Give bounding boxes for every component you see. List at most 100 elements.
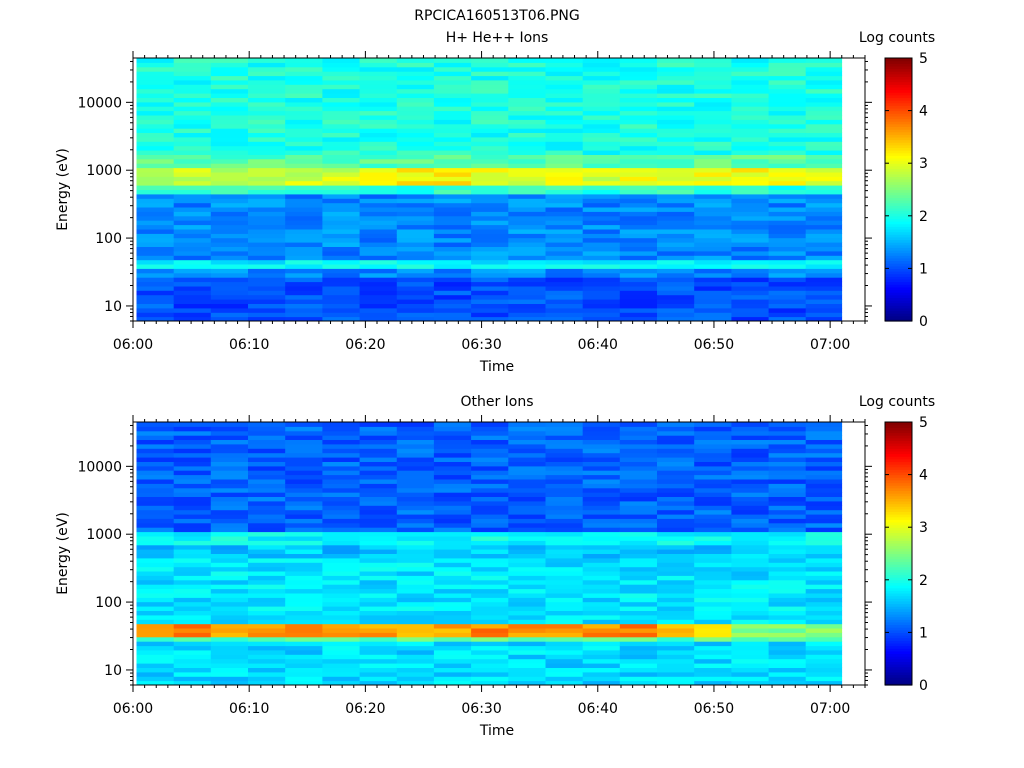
heatmap-cell (136, 483, 175, 489)
heatmap-cell (396, 654, 435, 660)
heatmap-cell (471, 268, 509, 274)
heatmap-cell (136, 579, 175, 585)
heatmap-cell (433, 220, 472, 226)
heatmap-cell (471, 658, 509, 664)
heatmap-cell (433, 426, 472, 432)
heatmap-cell (731, 422, 769, 427)
heatmap-cell (657, 654, 695, 660)
heatmap-cell (248, 531, 286, 537)
heatmap-cell (285, 505, 323, 511)
heatmap-cell (210, 66, 249, 72)
heatmap-cell (285, 97, 323, 103)
heatmap-cell (248, 281, 286, 287)
heatmap-cell (694, 658, 732, 664)
colorbar-segment (885, 318, 912, 322)
heatmap-cell (248, 667, 286, 673)
heatmap-cell (768, 294, 807, 300)
heatmap-cell (619, 62, 658, 68)
heatmap-cell (731, 110, 769, 116)
heatmap-cell (582, 294, 621, 300)
heatmap-cell (285, 233, 323, 239)
heatmap-cell (359, 110, 398, 116)
heatmap-cell (768, 79, 807, 85)
heatmap-cell (285, 610, 323, 616)
heatmap-cell (657, 483, 695, 489)
heatmap-cell (471, 448, 509, 454)
heatmap-cell (136, 645, 175, 651)
heatmap-cell (805, 562, 843, 568)
heatmap-cell (136, 294, 175, 300)
heatmap-cell (433, 601, 472, 607)
heatmap-cell (657, 461, 695, 467)
colorbar-segment (885, 579, 912, 584)
heatmap-cell (582, 75, 621, 81)
heatmap-cell (136, 439, 175, 445)
heatmap-cell (657, 492, 695, 497)
heatmap-cell (396, 422, 435, 427)
heatmap-cell (508, 75, 546, 81)
heatmap-cell (694, 531, 732, 537)
heatmap-cell (471, 185, 509, 190)
colorbar-segment (885, 239, 912, 243)
heatmap-cell (545, 663, 584, 668)
heatmap-cell (619, 316, 658, 322)
heatmap-cell (136, 290, 175, 296)
heatmap-cell (322, 553, 360, 559)
heatmap-cell (731, 246, 769, 252)
heatmap-cell (136, 540, 175, 546)
heatmap-cell (322, 277, 360, 283)
heatmap-cell (731, 220, 769, 226)
heatmap-cell (136, 628, 175, 633)
heatmap-cell (805, 250, 843, 256)
heatmap-cell (805, 145, 843, 151)
colorbar-segment (885, 600, 912, 605)
colorbar-segment (885, 616, 912, 620)
colorbar-segment (885, 656, 912, 660)
heatmap-cell (210, 277, 249, 283)
heatmap-cell (582, 509, 621, 515)
heatmap-cell (619, 654, 658, 660)
heatmap-cell (657, 75, 695, 81)
heatmap-cell (248, 588, 286, 594)
heatmap-cell (805, 185, 843, 190)
heatmap-cell (136, 606, 175, 611)
heatmap-cell (285, 544, 323, 550)
heatmap-cell (248, 636, 286, 642)
heatmap-cell (359, 150, 398, 155)
colorbar-segment (885, 432, 912, 436)
heatmap-cell (359, 435, 398, 440)
heatmap-cell (694, 237, 732, 243)
heatmap-cell (545, 75, 584, 81)
heatmap-cell (545, 540, 584, 546)
heatmap-cell (805, 487, 843, 493)
heatmap-cell (768, 505, 807, 511)
heatmap-cell (619, 628, 658, 633)
heatmap-cell (285, 641, 323, 647)
heatmap-cell (471, 443, 509, 449)
heatmap-cell (322, 474, 360, 480)
heatmap-cell (433, 465, 472, 471)
heatmap-cell (359, 71, 398, 77)
heatmap-cell (545, 237, 584, 243)
heatmap-cell (322, 654, 360, 660)
heatmap-cell (545, 514, 584, 519)
heatmap-cell (136, 509, 175, 515)
heatmap-cell (768, 71, 807, 77)
heatmap-cell (285, 229, 323, 234)
heatmap-cell (768, 597, 807, 603)
heatmap-cell (396, 562, 435, 568)
heatmap-cell (173, 281, 212, 287)
heatmap-cell (173, 562, 212, 568)
heatmap-cell (285, 680, 323, 686)
heatmap-cell (136, 518, 175, 524)
heatmap-cell (768, 229, 807, 234)
heatmap-cell (768, 557, 807, 563)
heatmap-cell (359, 136, 398, 142)
heatmap-cell (657, 500, 695, 506)
heatmap-cell (545, 509, 584, 515)
heatmap-cell (173, 636, 212, 642)
heatmap-cell (322, 97, 360, 103)
heatmap-cell (285, 461, 323, 467)
heatmap-cell (805, 505, 843, 511)
heatmap-cell (471, 277, 509, 283)
